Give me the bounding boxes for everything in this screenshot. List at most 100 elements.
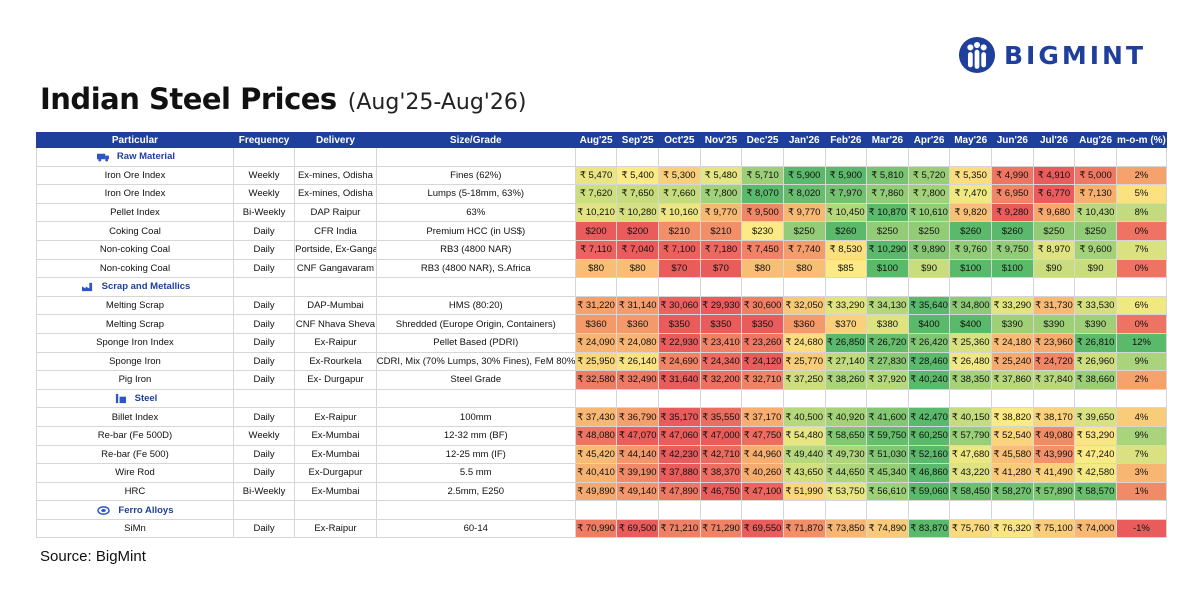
cell-price: ₹ 76,320 (992, 519, 1034, 538)
cell-price: ₹ 5,810 (867, 166, 909, 185)
table-row: HRC Bi-Weekly Ex-Mumbai 2.5mm, E250 ₹ 49,890… (37, 482, 1167, 501)
empty-cell (783, 389, 825, 408)
empty-cell (1116, 501, 1166, 520)
empty-cell (742, 389, 784, 408)
cell-price: $90 (1075, 259, 1117, 278)
cell-price: ₹ 38,170 (1033, 408, 1075, 427)
cell-delivery: CFR India (295, 222, 377, 241)
table-row: Re-bar (Fe 500D) Weekly Ex-Mumbai 12-32 mm … (37, 426, 1167, 445)
cell-price: $80 (742, 259, 784, 278)
cell-price: $370 (825, 315, 867, 334)
cell-delivery: DAP-Mumbai (295, 296, 377, 315)
cell-price: ₹ 40,240 (908, 371, 950, 390)
empty-cell (376, 389, 575, 408)
cell-frequency: Daily (233, 519, 294, 538)
empty-cell (575, 148, 617, 167)
cell-price: $90 (1033, 259, 1075, 278)
cell-price: ₹ 47,240 (1075, 445, 1117, 464)
cell-particular: Melting Scrap (37, 296, 234, 315)
cell-price: ₹ 38,820 (992, 408, 1034, 427)
cell-price: ₹ 44,140 (617, 445, 659, 464)
cell-frequency: Weekly (233, 166, 294, 185)
cell-price: ₹ 33,530 (1075, 296, 1117, 315)
cell-price: ₹ 43,220 (950, 464, 992, 483)
empty-cell (1116, 389, 1166, 408)
cell-price: ₹ 58,570 (1075, 482, 1117, 501)
empty-cell (1116, 148, 1166, 167)
cell-price: $80 (575, 259, 617, 278)
empty-cell (233, 148, 294, 167)
cell-price: ₹ 46,750 (700, 482, 742, 501)
cell-size-grade: 12-32 mm (BF) (376, 426, 575, 445)
cell-price: $210 (700, 222, 742, 241)
cell-price: ₹ 24,080 (617, 333, 659, 352)
empty-cell (867, 148, 909, 167)
cell-price: ₹ 49,890 (575, 482, 617, 501)
cell-price: ₹ 47,890 (659, 482, 701, 501)
cell-price: ₹ 22,930 (659, 333, 701, 352)
empty-cell (233, 501, 294, 520)
empty-cell (908, 501, 950, 520)
cell-price: ₹ 5,400 (617, 166, 659, 185)
cell-price: ₹ 24,680 (783, 333, 825, 352)
category-label: Steel (135, 393, 158, 404)
cell-mom: 9% (1116, 352, 1166, 371)
cell-price: $260 (825, 222, 867, 241)
cell-mom: -1% (1116, 519, 1166, 538)
empty-cell (700, 148, 742, 167)
cell-price: ₹ 10,280 (617, 203, 659, 222)
cell-price: ₹ 26,420 (908, 333, 950, 352)
cell-price: ₹ 71,870 (783, 519, 825, 538)
cell-size-grade: Shredded (Europe Origin, Containers) (376, 315, 575, 334)
empty-cell (1075, 278, 1117, 297)
cell-price: ₹ 6,950 (992, 185, 1034, 204)
table-header-row: Particular Frequency Delivery Size/Grade… (37, 133, 1167, 148)
cell-price: ₹ 10,210 (575, 203, 617, 222)
cell-price: $350 (700, 315, 742, 334)
cell-price: ₹ 9,820 (950, 203, 992, 222)
bigmint-logo-icon (958, 36, 996, 74)
cell-price: ₹ 74,890 (867, 519, 909, 538)
cell-price: ₹ 38,350 (950, 371, 992, 390)
cell-price: ₹ 57,890 (1033, 482, 1075, 501)
cell-price: ₹ 75,100 (1033, 519, 1075, 538)
category-row: Scrap and Metallics (37, 278, 1167, 297)
cell-price: ₹ 9,600 (1075, 240, 1117, 259)
cell-particular: HRC (37, 482, 234, 501)
cell-price: ₹ 7,470 (950, 185, 992, 204)
empty-cell (575, 389, 617, 408)
cell-delivery: Ex-Mumbai (295, 426, 377, 445)
page-title: Indian Steel Prices (Aug'25-Aug'26) (40, 82, 526, 116)
empty-cell (867, 501, 909, 520)
cell-size-grade: Premium HCC (in US$) (376, 222, 575, 241)
cell-particular: Pellet Index (37, 203, 234, 222)
table-row: Coking Coal Daily CFR India Premium HCC (in… (37, 222, 1167, 241)
empty-cell (376, 148, 575, 167)
alloy-coil-icon (96, 505, 111, 516)
cell-particular: Iron Ore Index (37, 185, 234, 204)
cell-frequency: Daily (233, 445, 294, 464)
cell-price: $260 (950, 222, 992, 241)
empty-cell (825, 501, 867, 520)
cell-price: $70 (700, 259, 742, 278)
cell-particular: Billet Index (37, 408, 234, 427)
cell-price: ₹ 23,260 (742, 333, 784, 352)
cell-price: ₹ 49,440 (783, 445, 825, 464)
cell-price: ₹ 8,070 (742, 185, 784, 204)
empty-cell (950, 501, 992, 520)
cell-price: ₹ 5,000 (1075, 166, 1117, 185)
empty-cell (295, 389, 377, 408)
cell-price: ₹ 26,480 (950, 352, 992, 371)
empty-cell (783, 278, 825, 297)
cell-size-grade: Pellet Based (PDRI) (376, 333, 575, 352)
cell-price: ₹ 53,750 (825, 482, 867, 501)
cell-price: ₹ 58,450 (950, 482, 992, 501)
cell-price: ₹ 45,340 (867, 464, 909, 483)
cell-price: $200 (575, 222, 617, 241)
cell-price: $350 (742, 315, 784, 334)
cell-price: ₹ 73,850 (825, 519, 867, 538)
col-header-month: Jan'26 (783, 133, 825, 148)
table-row: Non-coking Coal Daily CNF Gangavaram RB3 (4… (37, 259, 1167, 278)
empty-cell (376, 501, 575, 520)
cell-price: ₹ 5,900 (783, 166, 825, 185)
